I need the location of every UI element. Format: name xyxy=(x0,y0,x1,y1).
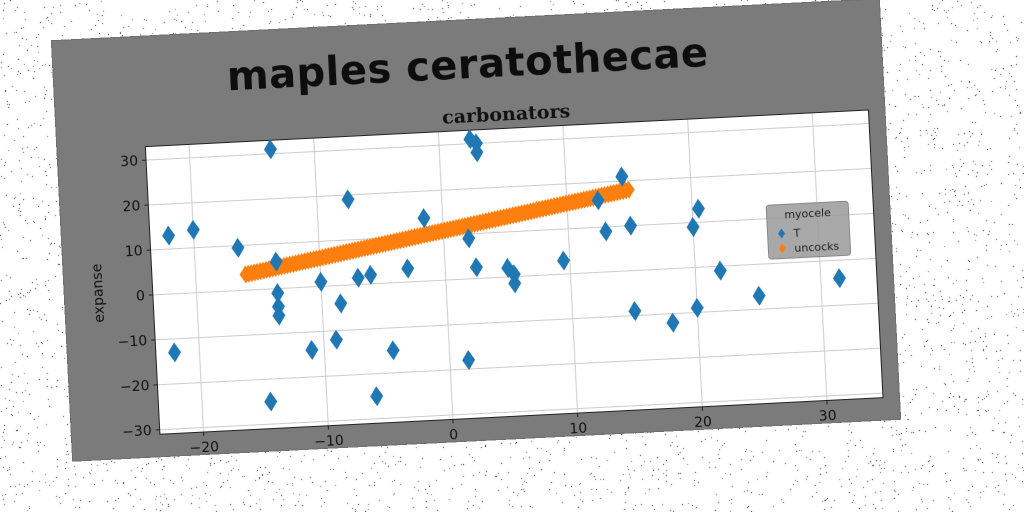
y-tick-label: −10 xyxy=(117,333,147,350)
T-point xyxy=(401,258,415,279)
legend-marker-T xyxy=(778,228,786,239)
T-point xyxy=(186,219,200,240)
T-point xyxy=(334,293,348,314)
T-point xyxy=(272,305,286,326)
axis-ticks: −20 −10 0 10 20 30 −30 −20 −10 0 10 20 30 xyxy=(117,109,884,457)
figure-card: maples ceratothecae carbonators −20 −10 0 1… xyxy=(51,0,901,461)
y-gridline xyxy=(150,212,874,251)
y-gridline xyxy=(148,167,872,206)
T-point xyxy=(686,217,700,237)
x-tick-label: 10 xyxy=(569,421,588,438)
legend-box xyxy=(765,200,852,260)
y-gridline xyxy=(155,302,879,341)
legend-title: myocele xyxy=(784,206,831,221)
T-point xyxy=(271,283,285,304)
T-point xyxy=(599,221,613,242)
y-tick-label: 10 xyxy=(124,243,143,260)
y-tick-label: −30 xyxy=(122,423,152,440)
T-point xyxy=(470,142,484,163)
T-point xyxy=(231,237,245,258)
T-point xyxy=(832,268,846,289)
y-gridline xyxy=(146,122,870,161)
x-gridline xyxy=(687,119,703,407)
x-tick-label: −10 xyxy=(314,433,344,450)
T-point xyxy=(615,166,629,187)
y-tick-label: 20 xyxy=(122,198,141,215)
legend-label-uncocks: uncocks xyxy=(794,240,840,255)
T-point xyxy=(264,391,278,412)
T-point xyxy=(508,273,522,294)
T-point xyxy=(462,350,476,371)
T-point xyxy=(624,215,638,236)
x-tick-label: −20 xyxy=(189,439,219,456)
y-tick-label: 30 xyxy=(120,154,139,171)
y-gridline xyxy=(157,347,881,386)
T-point xyxy=(713,260,727,281)
legend-label-T: T xyxy=(792,227,801,240)
T-point xyxy=(690,297,704,318)
x-tick-label: 20 xyxy=(694,414,713,431)
T-point xyxy=(351,267,365,288)
T-point xyxy=(370,386,384,407)
x-gridline xyxy=(188,144,205,433)
T-point xyxy=(329,329,343,350)
T-point xyxy=(691,198,705,219)
T-point xyxy=(628,301,642,322)
T-point xyxy=(557,250,571,271)
T-point xyxy=(417,208,431,229)
T-point xyxy=(168,342,182,363)
uncocks-point xyxy=(622,180,635,199)
T-point xyxy=(269,251,283,272)
chart-title: carbonators xyxy=(442,100,571,128)
x-tick-label: 0 xyxy=(449,427,459,443)
T-point xyxy=(341,189,355,210)
T-point xyxy=(305,339,319,360)
y-gridline xyxy=(159,392,883,431)
y-tick-label: −20 xyxy=(120,378,150,395)
x-gridline xyxy=(562,125,579,414)
T-point xyxy=(462,228,476,249)
T-point xyxy=(364,264,378,285)
series-T xyxy=(162,129,846,412)
T-point xyxy=(591,190,605,211)
T-point xyxy=(263,139,277,160)
legend-marker-uncocks xyxy=(778,243,786,254)
T-point xyxy=(752,285,766,306)
scatter-chart: carbonators −20 −10 0 10 20 30 −30 −20 −10 0 10 20 3… xyxy=(89,100,884,460)
T-point xyxy=(162,225,176,246)
y-tick-label: 0 xyxy=(136,288,146,304)
x-tick-label: 30 xyxy=(818,408,837,425)
T-point xyxy=(469,257,483,278)
y-axis-label: expanse xyxy=(89,263,108,323)
plot-frame xyxy=(144,109,884,435)
T-point xyxy=(314,271,328,292)
x-gridline xyxy=(437,131,454,420)
chart-title-group: carbonators xyxy=(442,100,571,128)
series-uncocks xyxy=(239,180,635,284)
T-point xyxy=(386,340,400,361)
T-point xyxy=(666,312,680,333)
